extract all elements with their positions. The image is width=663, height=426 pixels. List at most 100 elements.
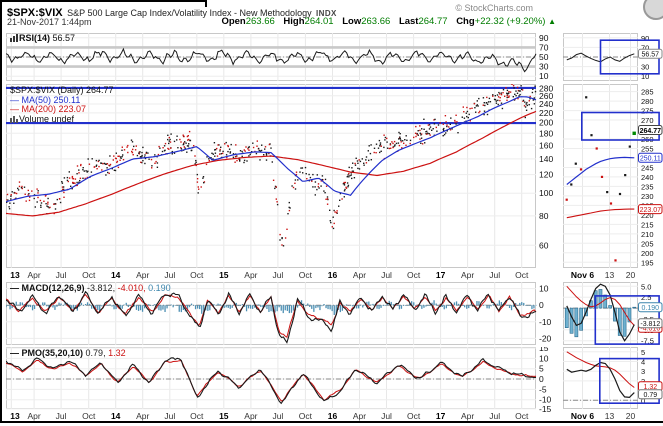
- pmo-legend: — PMO(35,20,10) 0.79, 1.32: [10, 348, 126, 359]
- svg-text:4: 4: [641, 358, 645, 367]
- ma50-legend: — MA(50) 250.11: [10, 94, 81, 105]
- chg-label: Chg: [456, 16, 475, 27]
- svg-text:0: 0: [539, 300, 544, 310]
- svg-text:13: 13: [605, 270, 615, 280]
- svg-text:Jul: Jul: [56, 411, 67, 421]
- svg-text:5.0: 5.0: [641, 282, 651, 291]
- open-label: Open: [221, 16, 246, 27]
- svg-text:70: 70: [641, 43, 649, 52]
- rsi-panel: 90 70 50 30 10: [5, 33, 562, 86]
- svg-text:56.57: 56.57: [642, 52, 660, 59]
- svg-text:20: 20: [626, 411, 636, 421]
- svg-text:270: 270: [641, 116, 654, 125]
- top-border-stub: [205, 0, 207, 7]
- svg-text:Apr: Apr: [136, 270, 149, 280]
- high-label: High: [283, 16, 305, 27]
- svg-text:255: 255: [641, 145, 654, 154]
- chart-title: $SPX:$VIX S&P 500 Large Cap Index/Volati…: [7, 3, 337, 21]
- svg-text:Jul: Jul: [56, 270, 67, 280]
- svg-text:-5: -5: [539, 384, 547, 394]
- svg-text:Apr: Apr: [136, 411, 149, 421]
- svg-text:195: 195: [641, 258, 654, 267]
- left-border: [0, 0, 2, 422]
- svg-text:285: 285: [641, 88, 654, 97]
- svg-text:205: 205: [641, 239, 654, 248]
- svg-text:-7.5: -7.5: [641, 337, 654, 345]
- svg-text:80: 80: [539, 211, 549, 221]
- svg-text:-10: -10: [539, 317, 552, 327]
- svg-text:15: 15: [219, 270, 229, 280]
- pmo-legend-label: — PMO(35,20,10): [10, 348, 84, 358]
- svg-text:90: 90: [539, 33, 549, 43]
- svg-text:215: 215: [641, 220, 654, 229]
- svg-text:235: 235: [641, 182, 654, 191]
- svg-text:17: 17: [436, 411, 446, 421]
- last-label: Last: [398, 16, 419, 27]
- svg-text:10: 10: [539, 71, 549, 81]
- svg-text:Jul: Jul: [489, 411, 500, 421]
- top-border: [0, 0, 206, 2]
- svg-text:0: 0: [641, 396, 645, 405]
- low-value: 263.66: [361, 16, 391, 27]
- symbol-description: S&P 500 Large Cap Index/Volatility Index…: [67, 8, 312, 18]
- svg-text:Nov 6: Nov 6: [571, 411, 594, 421]
- macd-value: -3.812,: [87, 283, 116, 293]
- svg-text:-3.812: -3.812: [640, 321, 660, 328]
- svg-text:Oct: Oct: [515, 270, 529, 280]
- svg-text:0.190: 0.190: [642, 305, 660, 312]
- svg-text:Apr: Apr: [244, 411, 257, 421]
- svg-text:16: 16: [328, 270, 338, 280]
- rsi-zoom-panel: 90 70 30 10 56.57: [563, 33, 663, 86]
- svg-text:0: 0: [539, 374, 544, 384]
- svg-text:240: 240: [539, 99, 553, 109]
- svg-text:14: 14: [111, 411, 121, 421]
- svg-text:Oct: Oct: [515, 411, 529, 421]
- high-value: 264.01: [304, 16, 334, 27]
- macd-legend-label: — MACD(12,26,9): [10, 283, 85, 293]
- svg-text:14: 14: [111, 270, 121, 280]
- ma200-legend: — MA(200) 223.07: [10, 104, 87, 114]
- svg-text:5: 5: [641, 348, 645, 357]
- svg-text:280: 280: [539, 84, 553, 93]
- svg-text:13: 13: [605, 411, 615, 421]
- svg-text:Oct: Oct: [299, 411, 313, 421]
- svg-text:220: 220: [539, 108, 553, 118]
- svg-text:223.07: 223.07: [640, 207, 662, 214]
- svg-text:280: 280: [641, 97, 654, 106]
- copyright-text: © StockCharts.com: [455, 3, 533, 13]
- svg-text:160: 160: [539, 140, 553, 150]
- svg-text:210: 210: [641, 230, 654, 239]
- rsi-legend-label: RSI(14): [19, 33, 51, 43]
- macd-hist-value: 0.190: [148, 283, 171, 293]
- svg-text:200: 200: [641, 249, 654, 258]
- svg-text:100: 100: [539, 188, 553, 198]
- svg-text:50: 50: [539, 52, 549, 62]
- svg-text:13: 13: [10, 270, 20, 280]
- svg-text:200: 200: [539, 118, 553, 128]
- svg-text:220: 220: [641, 211, 654, 220]
- corner-badge-icon: [643, 0, 663, 20]
- svg-text:15: 15: [219, 411, 229, 421]
- svg-text:Nov 6: Nov 6: [571, 270, 594, 280]
- macd-panel: 10 0 -10 -20: [5, 282, 562, 350]
- svg-text:Oct: Oct: [82, 270, 96, 280]
- svg-text:260: 260: [539, 91, 553, 101]
- macd-chart: 10 0 -10 -20: [5, 282, 552, 345]
- bottom-border: [0, 421, 663, 423]
- svg-text:Apr: Apr: [244, 270, 257, 280]
- exchange-label: INDX: [316, 9, 337, 18]
- chg-value: +22.32 (+9.20%): [474, 16, 546, 27]
- svg-text:Oct: Oct: [299, 270, 313, 280]
- svg-text:30: 30: [539, 62, 549, 72]
- svg-text:Jul: Jul: [381, 270, 392, 280]
- price-legend-title: $SPX:$VIX (Daily) 264.77: [10, 85, 114, 95]
- macd-signal-value: -4.010,: [117, 283, 146, 293]
- quote-bar: Open263.66 High264.01 Low263.66 Last264.…: [215, 16, 556, 27]
- up-arrow-icon: ▲: [548, 17, 556, 26]
- svg-text:Jul: Jul: [272, 411, 283, 421]
- svg-text:-4.010: -4.010: [640, 326, 660, 333]
- svg-text:1.32: 1.32: [643, 384, 657, 391]
